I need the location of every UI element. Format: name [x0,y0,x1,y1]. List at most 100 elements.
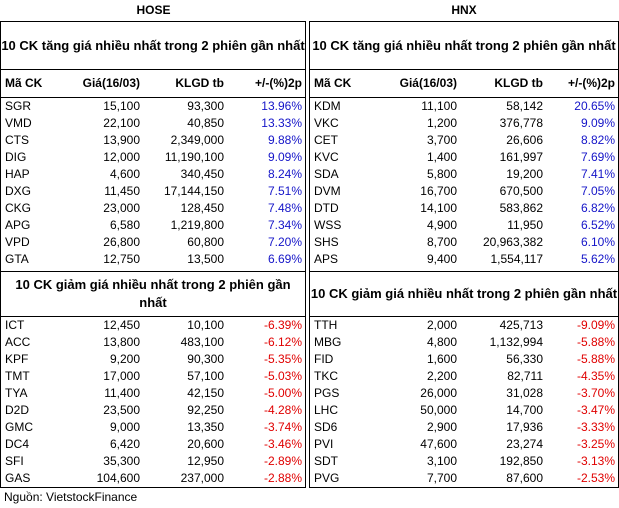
cell-price: 6,580 [109,218,140,232]
cell-volume: 23,274 [506,437,543,451]
table-row: SGR 15,100 93,300 13.96% [1,98,305,116]
cell-symbol: TTH [314,318,338,332]
cell-price: 22,100 [103,116,140,130]
table-row: PVG 7,700 87,600 -2.53% [310,470,618,487]
cell-symbol: PVI [314,437,334,451]
column-header-change: +/-(%)2p [567,76,615,90]
cell-volume: 12,950 [187,454,224,468]
cell-symbol: SD6 [314,420,338,434]
cell-price: 12,450 [103,318,140,332]
cell-symbol: TMT [5,369,30,383]
cell-symbol: ACC [5,335,31,349]
cell-price: 11,450 [104,184,140,198]
cell-change: -3.70% [576,386,615,400]
cell-symbol: VKC [314,116,339,130]
hnx-gainers-table: Mã CK Giá(16/03) KLGD tb +/-(%)2p KDM 11,… [310,70,618,268]
cell-price: 26,800 [103,235,140,249]
table-row: DXG 11,450 17,144,150 7.51% [1,183,305,200]
cell-change: -5.03% [263,369,302,383]
cell-change: 9.09% [267,150,302,164]
cell-change: -9.09% [576,318,615,332]
cell-symbol: KPF [5,352,29,366]
column-header-row: Mã CK Giá(16/03) KLGD tb +/-(%)2p [1,70,305,98]
cell-volume: 19,200 [506,167,543,181]
cell-volume: 17,144,150 [163,184,224,198]
table-row: PGS 26,000 31,028 -3.70% [310,385,618,402]
cell-volume: 40,850 [187,116,224,130]
cell-price: 12,000 [103,150,140,164]
cell-symbol: SDT [314,454,338,468]
exchange-title-hose: HOSE [136,3,171,17]
cell-volume: 11,190,100 [164,150,224,164]
column-header-row: Mã CK Giá(16/03) KLGD tb +/-(%)2p [310,70,618,98]
cell-symbol: LHC [314,403,339,417]
table-row: MBG 4,800 1,132,994 -5.88% [310,334,618,351]
cell-symbol: KVC [314,150,339,164]
table-row: CKG 23,000 128,450 7.48% [1,200,305,217]
table-row: SDT 3,100 192,850 -3.13% [310,453,618,470]
cell-price: 1,200 [426,116,457,130]
table-row: DC4 6,420 20,600 -3.46% [1,436,305,453]
cell-change: -2.53% [576,471,615,485]
cell-price: 15,100 [103,99,140,113]
cell-volume: 58,142 [506,99,543,113]
cell-change: 6.10% [580,235,615,249]
column-header-symbol: Mã CK [5,76,43,90]
cell-price: 9,000 [109,420,140,434]
cell-price: 35,300 [103,454,140,468]
cell-volume: 90,300 [187,352,224,366]
cell-change: -5.35% [263,352,302,366]
cell-volume: 483,100 [180,335,224,349]
table-row: DIG 12,000 11,190,100 9.09% [1,149,305,166]
cell-price: 17,000 [103,369,140,383]
cell-symbol: KDM [314,99,341,113]
cell-volume: 1,554,117 [490,252,544,266]
column-header-price: Giá(16/03) [82,76,140,90]
divider [310,268,618,272]
cell-symbol: HAP [5,167,30,181]
cell-volume: 13,350 [187,420,224,434]
cell-change: 7.05% [580,184,615,198]
cell-price: 2,200 [426,369,457,383]
table-row: DVM 16,700 670,500 7.05% [310,183,618,200]
table-row: SDA 5,800 19,200 7.41% [310,166,618,183]
cell-volume: 92,250 [187,403,224,417]
cell-symbol: DC4 [5,437,30,451]
cell-change: 6.52% [580,218,615,232]
cell-volume: 26,606 [506,133,543,147]
table-row: D2D 23,500 92,250 -4.28% [1,402,305,419]
cell-change: -4.28% [263,403,302,417]
cell-symbol: TYA [5,386,28,400]
table-row: CET 3,700 26,606 8.82% [310,132,618,149]
table-row: HAP 4,600 340,450 8.24% [1,166,305,183]
cell-change: -3.33% [576,420,615,434]
cell-volume: 192,850 [499,454,543,468]
column-header-change: +/-(%)2p [254,76,302,90]
cell-volume: 128,450 [180,201,224,215]
cell-price: 7,700 [426,471,457,485]
table-row: TYA 11,400 42,150 -5.00% [1,385,305,402]
cell-change: -5.88% [576,352,615,366]
cell-symbol: SFI [5,454,24,468]
cell-change: 6.69% [267,252,302,266]
table-row: CTS 13,900 2,349,000 9.88% [1,132,305,149]
cell-price: 13,900 [103,133,140,147]
cell-volume: 93,300 [187,99,224,113]
cell-change: 7.41% [580,167,615,181]
cell-volume: 425,713 [499,318,543,332]
table-row: GTA 12,750 13,500 6.69% [1,251,305,268]
cell-change: -5.88% [576,335,615,349]
cell-price: 16,700 [420,184,457,198]
cell-volume: 583,862 [499,201,543,215]
cell-price: 3,100 [426,454,457,468]
cell-price: 5,800 [426,167,457,181]
cell-symbol: CET [314,133,338,147]
cell-price: 14,100 [420,201,457,215]
column-header-symbol: Mã CK [314,76,352,90]
table-row: TKC 2,200 82,711 -4.35% [310,368,618,385]
cell-price: 9,200 [109,352,140,366]
cell-change: -3.13% [576,454,615,468]
cell-price: 11,100 [421,99,457,113]
cell-change: -3.74% [263,420,302,434]
cell-symbol: DTD [314,201,339,215]
